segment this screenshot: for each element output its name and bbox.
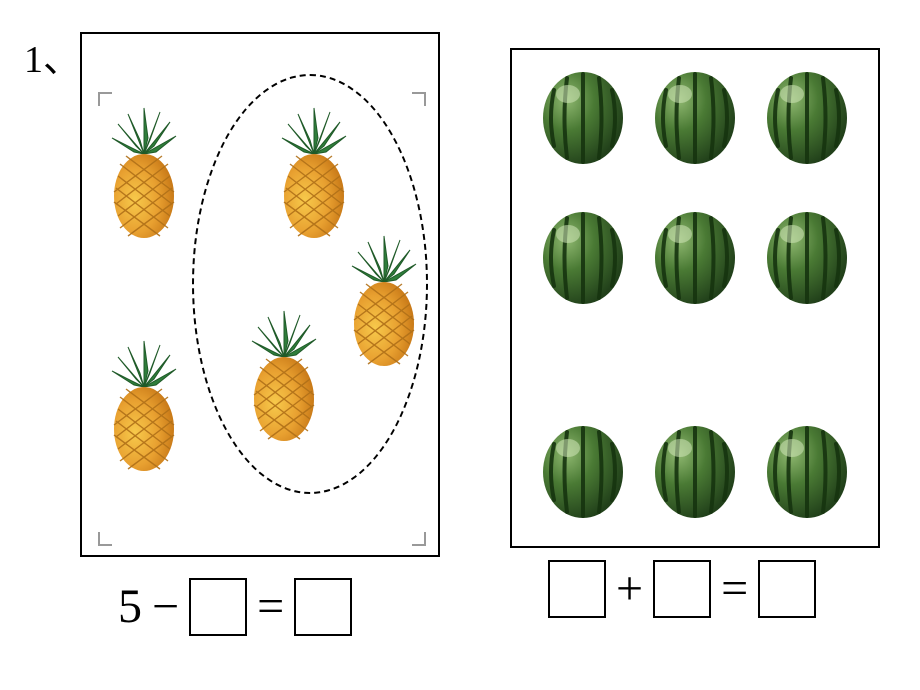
equals-sign: = <box>257 583 284 631</box>
answer-box[interactable] <box>294 578 352 636</box>
watermelon-icon <box>764 208 850 304</box>
watermelon-icon <box>652 68 738 164</box>
crop-corner-br <box>412 532 426 546</box>
watermelon-icon <box>764 68 850 164</box>
equation-operand: 5 <box>118 583 142 631</box>
pineapple-icon <box>274 106 354 241</box>
crop-corner-bl <box>98 532 112 546</box>
watermelon-icon <box>764 422 850 518</box>
pineapple-icon <box>344 234 424 369</box>
answer-box[interactable] <box>758 560 816 618</box>
plus-sign: + <box>616 565 643 613</box>
answer-box[interactable] <box>548 560 606 618</box>
question-number: 1、 <box>24 28 81 83</box>
right-panel <box>510 48 880 548</box>
answer-box[interactable] <box>189 578 247 636</box>
watermelon-icon <box>540 208 626 304</box>
right-equation: + = <box>548 560 816 618</box>
answer-box[interactable] <box>653 560 711 618</box>
left-panel <box>80 32 440 557</box>
pineapple-icon <box>104 106 184 241</box>
pineapple-icon <box>104 339 184 474</box>
crop-corner-tr <box>412 92 426 106</box>
left-equation: 5 − = <box>118 578 352 636</box>
watermelon-icon <box>540 422 626 518</box>
watermelon-icon <box>652 208 738 304</box>
equals-sign: = <box>721 565 748 613</box>
minus-sign: − <box>152 583 179 631</box>
watermelon-icon <box>652 422 738 518</box>
watermelon-icon <box>540 68 626 164</box>
pineapple-icon <box>244 309 324 444</box>
crop-corner-tl <box>98 92 112 106</box>
